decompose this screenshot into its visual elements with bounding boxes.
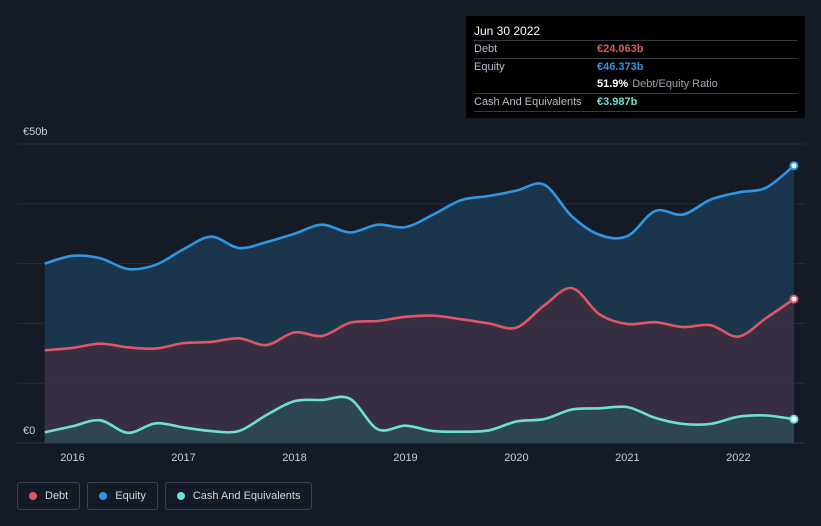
y-axis: €50b €0 xyxy=(23,126,47,437)
x-axis: 2016 2017 2018 2019 2020 2021 2022 xyxy=(60,452,750,464)
tooltip-ratio-value: 51.9% xyxy=(597,78,629,90)
x-tick-label: 2021 xyxy=(615,452,639,464)
tooltip-cash-value: €3.987b xyxy=(597,96,638,108)
debt-dot-icon xyxy=(29,492,37,500)
tooltip-row-cash: Cash And Equivalents €3.987b xyxy=(474,94,797,112)
debt-line xyxy=(44,286,795,352)
chart-legend: Debt Equity Cash And Equivalents xyxy=(17,482,313,510)
tooltip-cash-label: Cash And Equivalents xyxy=(474,96,582,108)
legend-label-debt: Debt xyxy=(45,490,69,502)
tooltip-row-equity: Equity €46.373b xyxy=(474,59,797,76)
cash-and-equivalents-line xyxy=(44,395,795,435)
debt-end-marker xyxy=(789,294,799,304)
legend-label-cash: Cash And Equivalents xyxy=(192,490,301,502)
x-tick-label: 2017 xyxy=(171,452,195,464)
legend-item-equity[interactable]: Equity xyxy=(87,482,158,510)
x-tick-label: 2022 xyxy=(726,452,750,464)
tooltip-equity-label: Equity xyxy=(474,61,505,73)
x-tick-label: 2019 xyxy=(393,452,417,464)
tooltip-date: Jun 30 2022 xyxy=(474,23,797,41)
legend-item-debt[interactable]: Debt xyxy=(17,482,81,510)
equity-line xyxy=(44,164,795,271)
x-tick-label: 2020 xyxy=(504,452,528,464)
series-lines xyxy=(44,164,795,435)
tooltip-debt-value: €24.063b xyxy=(597,43,644,55)
y-tick-label: €0 xyxy=(23,425,35,437)
tooltip-panel: Jun 30 2022 Debt €24.063b Equity €46.373… xyxy=(466,16,805,118)
y-tick-label: €50b xyxy=(23,126,47,138)
legend-item-cash[interactable]: Cash And Equivalents xyxy=(164,482,313,510)
equity-end-marker xyxy=(789,161,799,171)
legend-label-equity: Equity xyxy=(115,490,146,502)
series-areas xyxy=(44,165,794,443)
cash-and-equivalents-end-marker xyxy=(789,414,799,424)
tooltip-equity-value: €46.373b xyxy=(597,61,644,73)
cash-dot-icon xyxy=(176,492,185,500)
tooltip-debt-label: Debt xyxy=(474,43,498,55)
tooltip-row-ratio: 51.9% Debt/Equity Ratio xyxy=(474,76,797,94)
x-tick-label: 2016 xyxy=(60,452,84,464)
equity-dot-icon xyxy=(99,492,108,500)
debt-area xyxy=(44,287,794,443)
end-markers xyxy=(789,161,799,424)
x-tick-label: 2018 xyxy=(282,452,306,464)
tooltip-ratio-label: Debt/Equity Ratio xyxy=(632,78,718,90)
tooltip-row-debt: Debt €24.063b xyxy=(474,41,797,59)
